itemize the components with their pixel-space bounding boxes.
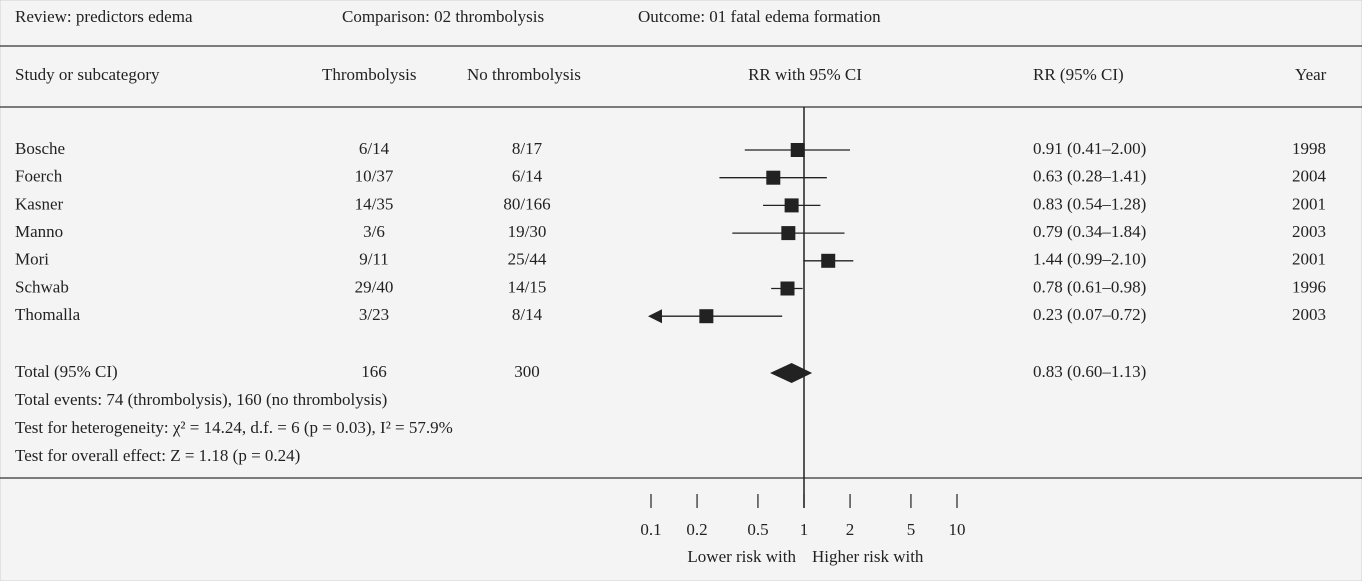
point-estimate xyxy=(699,309,714,324)
treatment-events: 9/11 xyxy=(359,250,389,269)
study-name: Thomalla xyxy=(15,305,81,324)
rr-label: 0.83 (0.54–1.28) xyxy=(1033,194,1146,213)
study-name: Schwab xyxy=(15,277,69,296)
total-rr-label: 0.83 (0.60–1.13) xyxy=(1033,362,1146,381)
study-name: Foerch xyxy=(15,167,63,186)
treatment-events: 10/37 xyxy=(355,167,394,186)
rr-label: 0.23 (0.07–0.72) xyxy=(1033,305,1146,324)
total-treatment: 166 xyxy=(361,362,387,381)
control-events: 8/14 xyxy=(512,305,543,324)
column-header: Thrombolysis xyxy=(322,65,416,84)
treatment-events: 6/14 xyxy=(359,139,390,158)
x-tick-label: 0.2 xyxy=(686,520,707,539)
year: 1998 xyxy=(1292,139,1326,158)
control-events: 80/166 xyxy=(503,194,550,213)
total-control: 300 xyxy=(514,362,540,381)
pooled-diamond xyxy=(770,363,813,383)
control-events: 19/30 xyxy=(508,222,547,241)
note: Test for heterogeneity: χ² = 14.24, d.f.… xyxy=(15,418,453,437)
study-name: Manno xyxy=(15,222,63,241)
ci-arrow xyxy=(648,309,662,324)
x-label-right: Higher risk with xyxy=(812,547,924,566)
total-label: Total (95% CI) xyxy=(15,362,118,381)
rr-label: 0.63 (0.28–1.41) xyxy=(1033,167,1146,186)
x-tick-label: 0.1 xyxy=(640,520,661,539)
x-tick-label: 10 xyxy=(949,520,966,539)
rr-label: 0.91 (0.41–2.00) xyxy=(1033,139,1146,158)
point-estimate xyxy=(821,253,836,268)
x-tick-label: 5 xyxy=(907,520,916,539)
year: 2004 xyxy=(1292,167,1327,186)
point-estimate xyxy=(780,281,795,296)
rr-label: 0.78 (0.61–0.98) xyxy=(1033,277,1146,296)
note: Total events: 74 (thrombolysis), 160 (no… xyxy=(15,390,387,409)
treatment-events: 14/35 xyxy=(355,194,394,213)
year: 2003 xyxy=(1292,305,1326,324)
column-header: Year xyxy=(1295,65,1327,84)
treatment-events: 3/6 xyxy=(363,222,385,241)
outcome: Outcome: 01 fatal edema formation xyxy=(638,7,881,26)
x-label-left: Lower risk with xyxy=(687,547,796,566)
x-tick-label: 1 xyxy=(800,520,809,539)
point-estimate xyxy=(781,226,796,241)
study-name: Mori xyxy=(15,250,49,269)
column-header: Study or subcategory xyxy=(15,65,160,84)
study-name: Bosche xyxy=(15,139,65,158)
column-header: RR (95% CI) xyxy=(1033,65,1124,84)
point-estimate xyxy=(784,198,799,213)
note: Test for overall effect: Z = 1.18 (p = 0… xyxy=(15,446,300,465)
control-events: 25/44 xyxy=(508,250,547,269)
treatment-events: 3/23 xyxy=(359,305,389,324)
control-events: 6/14 xyxy=(512,167,543,186)
column-header: No thrombolysis xyxy=(467,65,581,84)
control-events: 8/17 xyxy=(512,139,543,158)
year: 2001 xyxy=(1292,250,1326,269)
comparison: Comparison: 02 thrombolysis xyxy=(342,7,544,26)
x-tick-label: 2 xyxy=(846,520,855,539)
rr-label: 1.44 (0.99–2.10) xyxy=(1033,250,1146,269)
column-header: RR with 95% CI xyxy=(748,65,862,84)
study-name: Kasner xyxy=(15,194,63,213)
year: 1996 xyxy=(1292,277,1326,296)
point-estimate xyxy=(790,143,805,157)
x-tick-label: 0.5 xyxy=(747,520,768,539)
treatment-events: 29/40 xyxy=(355,277,394,296)
point-estimate xyxy=(766,170,781,185)
year: 2003 xyxy=(1292,222,1326,241)
review: Review: predictors edema xyxy=(15,7,193,26)
control-events: 14/15 xyxy=(508,277,547,296)
year: 2001 xyxy=(1292,194,1326,213)
rr-label: 0.79 (0.34–1.84) xyxy=(1033,222,1146,241)
